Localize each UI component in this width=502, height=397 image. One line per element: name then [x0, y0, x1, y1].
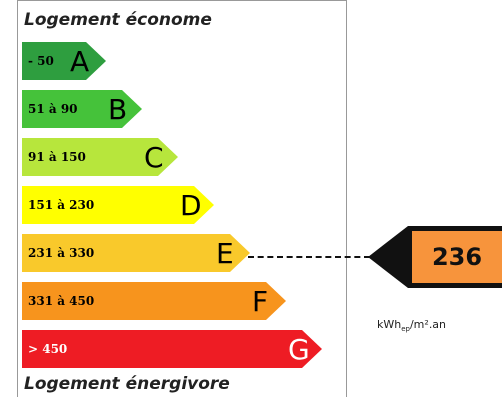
bottom-label: Logement énergivore — [24, 374, 230, 394]
class-letter-b: B — [108, 92, 128, 126]
class-range-a: - 50 — [28, 54, 54, 68]
current-value-pointer — [368, 226, 502, 288]
top-label: Logement économe — [24, 10, 212, 30]
class-bar-g-shape — [22, 330, 322, 368]
current-value: 236 — [431, 243, 483, 271]
class-letter-e: E — [216, 236, 234, 270]
class-bar-f-shape — [22, 282, 286, 320]
class-bar-b: 51 à 90 B — [22, 90, 142, 128]
class-range-b: 51 à 90 — [28, 102, 78, 116]
class-bar-c: 91 à 150 C — [22, 138, 178, 176]
class-letter-c: C — [144, 140, 164, 174]
class-range-c: 91 à 150 — [28, 150, 86, 164]
class-letter-a: A — [70, 44, 90, 78]
pointer-dashed-line — [248, 256, 370, 258]
frame-top-border — [17, 0, 347, 1]
class-bar-e-shape — [22, 234, 250, 272]
class-bar-g: > 450 G — [22, 330, 322, 368]
class-letter-f: F — [252, 284, 269, 318]
class-bar-c-shape — [22, 138, 178, 176]
class-letter-d: D — [180, 188, 202, 222]
unit-label: kWhep/m².an — [377, 318, 447, 334]
class-bar-a-shape — [22, 42, 106, 80]
class-range-e: 231 à 330 — [28, 246, 95, 260]
class-letter-g: G — [288, 332, 310, 366]
class-bar-b-shape — [22, 90, 142, 128]
class-bar-d-shape — [22, 186, 214, 224]
class-bar-d: 151 à 230 D — [22, 186, 214, 224]
class-range-d: 151 à 230 — [28, 198, 95, 212]
class-bar-e: 231 à 330 E — [22, 234, 250, 272]
class-range-f: 331 à 450 — [28, 294, 95, 308]
class-bar-f: 331 à 450 F — [22, 282, 286, 320]
energy-label-frame — [17, 0, 347, 397]
class-bar-a: - 50 A — [22, 42, 106, 80]
class-range-g: > 450 — [28, 342, 68, 356]
